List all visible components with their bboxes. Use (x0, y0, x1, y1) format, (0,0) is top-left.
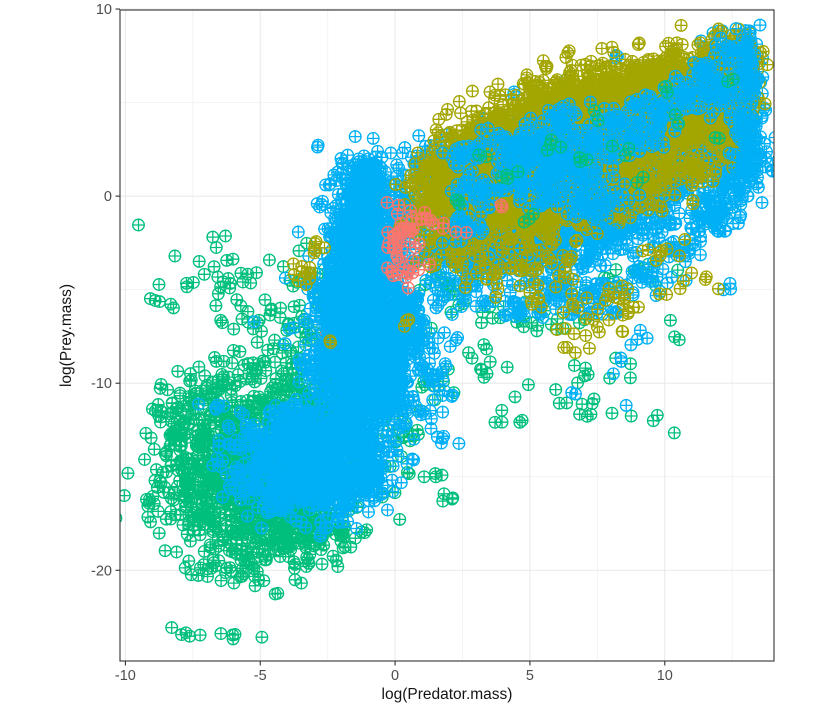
x-tick-label: -10 (115, 668, 136, 684)
y-axis-title: log(Prey.mass) (58, 284, 75, 387)
x-axis-title: log(Predator.mass) (382, 686, 513, 703)
x-tick-label: 10 (657, 668, 673, 684)
y-tick-label: 0 (104, 189, 112, 205)
x-tick-label: 0 (391, 668, 399, 684)
y-tick-label: 10 (96, 2, 112, 18)
x-tick-label: 5 (526, 668, 534, 684)
y-tick-label: -20 (91, 563, 112, 579)
x-tick-label: -5 (254, 668, 267, 684)
y-tick-label: -10 (91, 376, 112, 392)
